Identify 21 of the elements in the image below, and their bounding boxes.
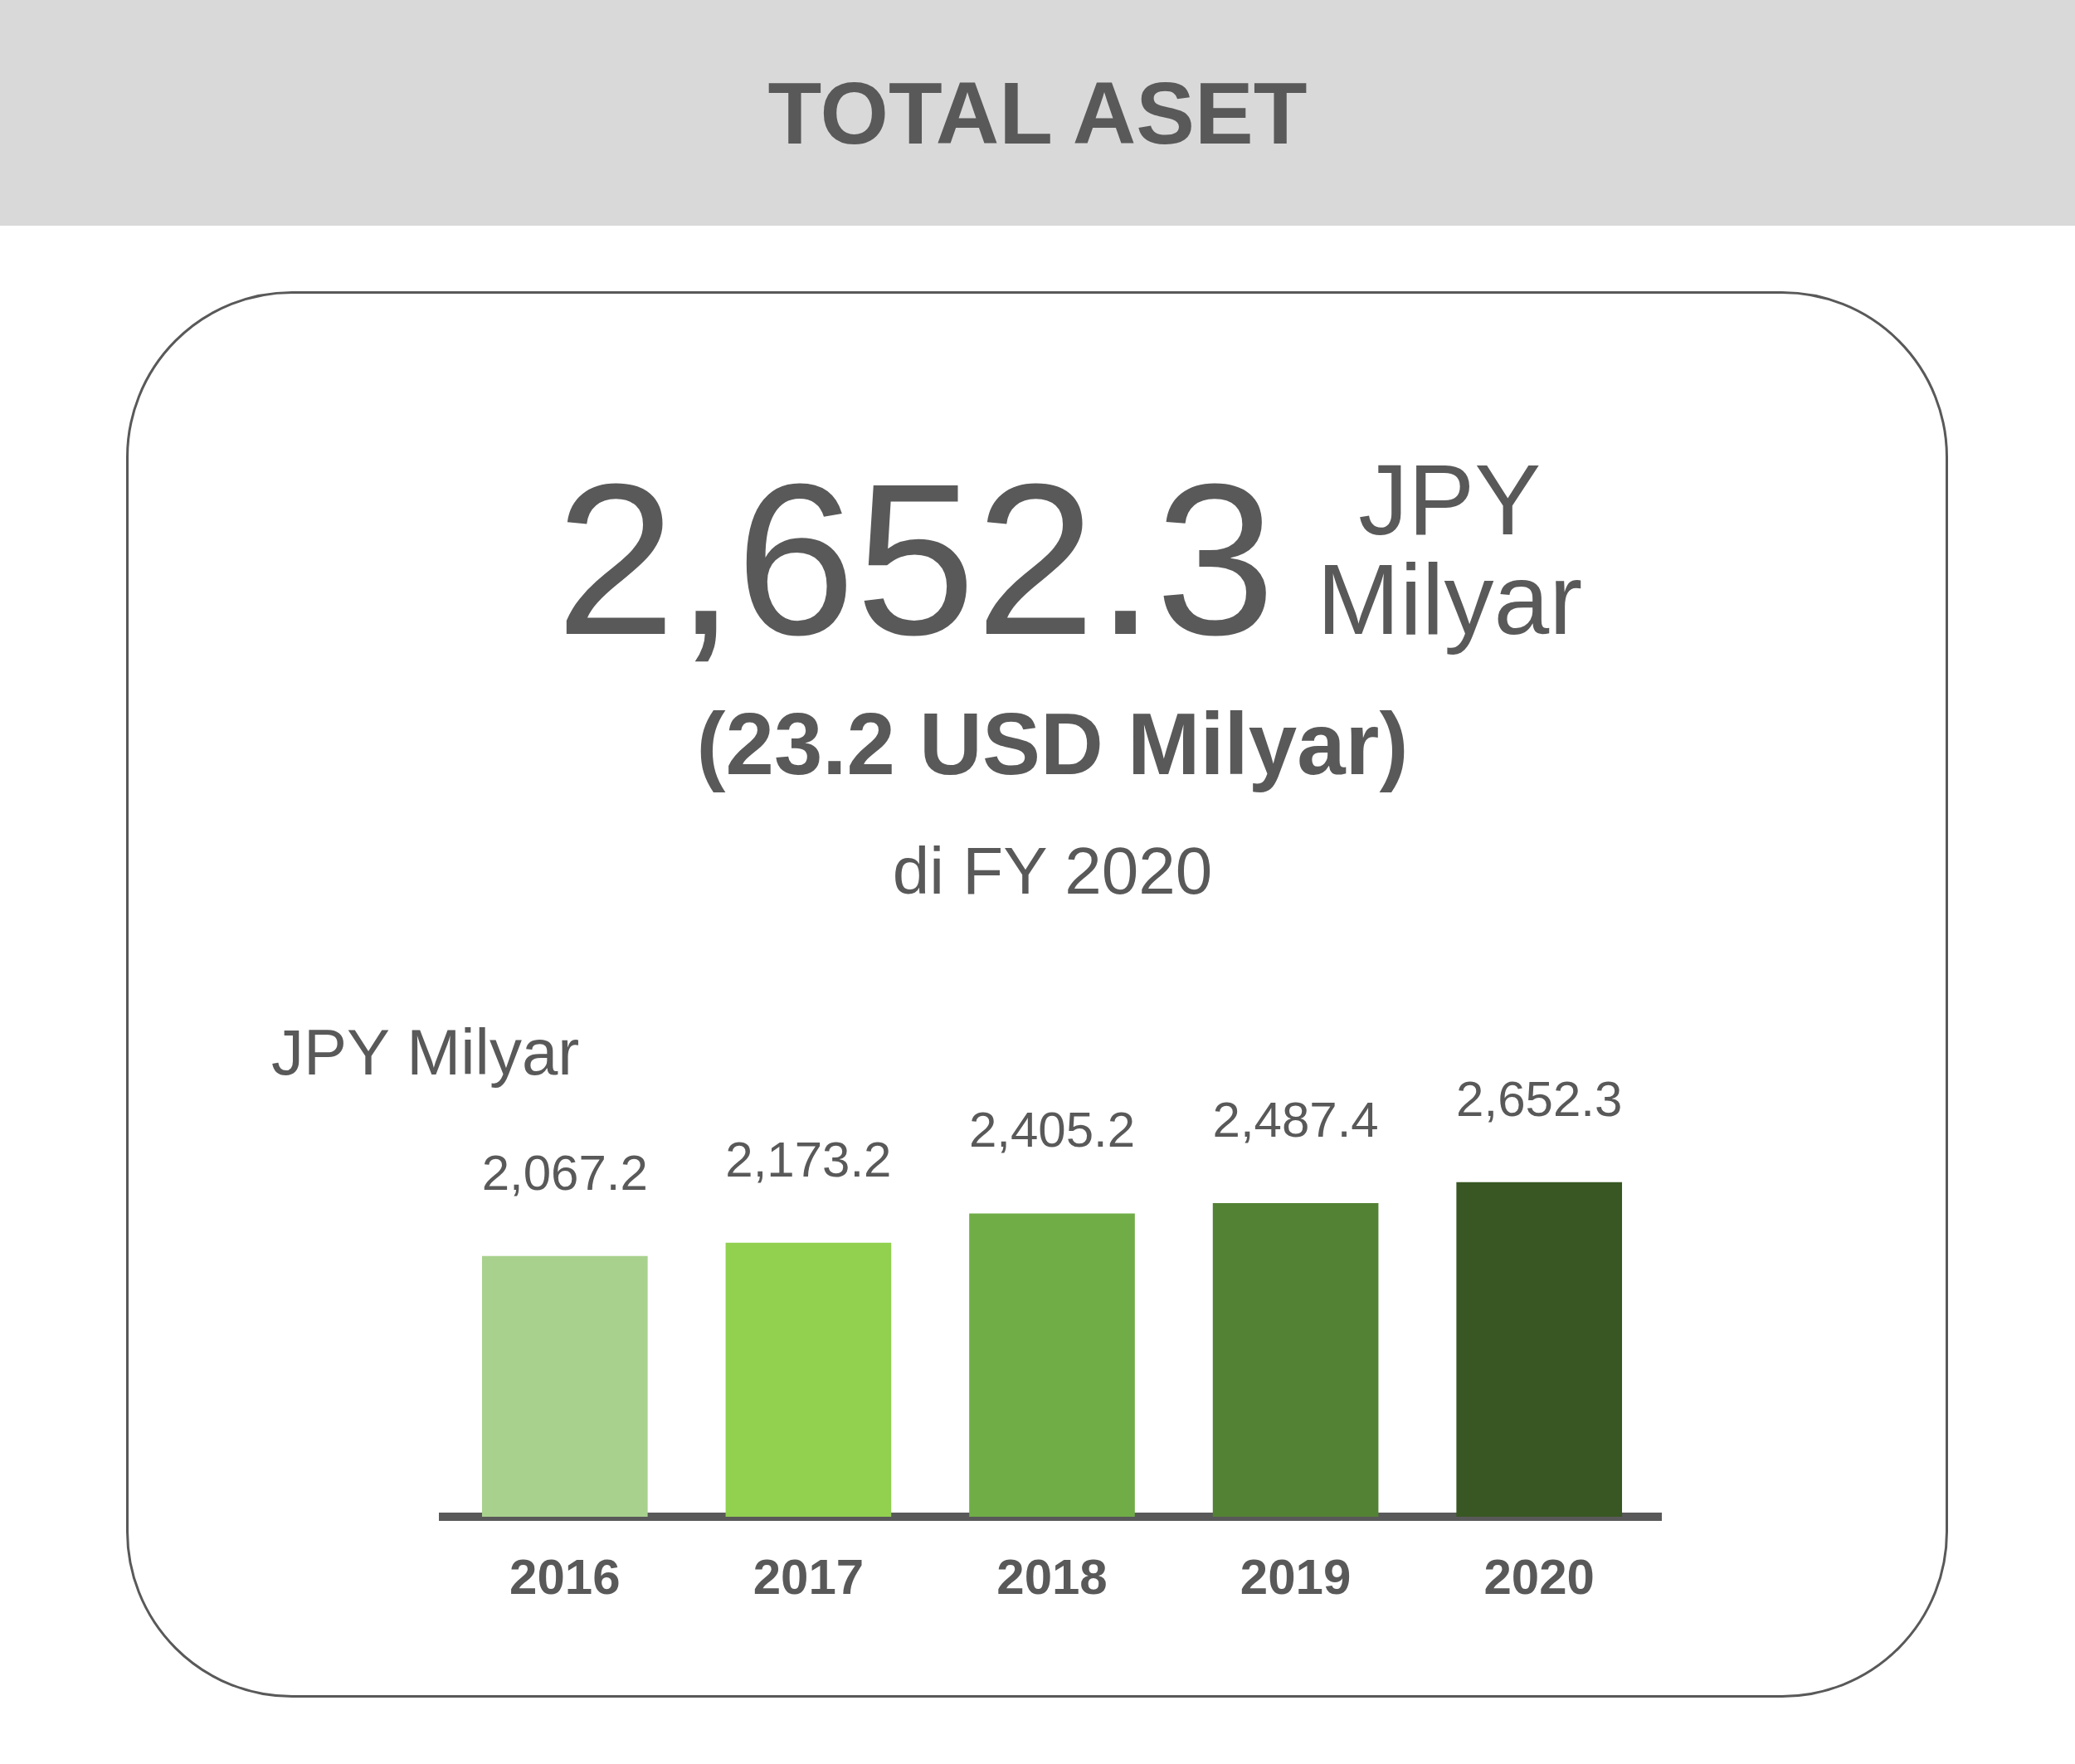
x-tick-label: 2018 [996,1548,1108,1605]
y-axis-title: JPY Milyar [271,1016,580,1089]
bar [1212,1202,1379,1517]
x-tick-label: 2020 [1483,1548,1595,1605]
bar [481,1255,648,1517]
x-tick-label: 2017 [753,1548,865,1605]
data-label: 2,067.2 [481,1144,648,1201]
data-label: 2,652.3 [1456,1070,1623,1127]
chart-title: TOTAL ASET [767,64,1308,162]
bar [725,1242,892,1517]
bar [1456,1182,1623,1517]
x-tick-label: 2019 [1240,1548,1352,1605]
text: 2,652.3 [555,439,1276,680]
data-label: 2,405.2 [968,1102,1136,1158]
text: JPY Milyar [1317,444,1583,655]
text: (23.2 USD Milyar) [696,695,1409,792]
bar [969,1213,1135,1517]
text: di FY 2020 [892,834,1213,908]
data-label: 2,173.2 [725,1131,892,1187]
data-label: 2,487.4 [1212,1091,1379,1148]
x-tick-label: 2016 [509,1548,621,1605]
